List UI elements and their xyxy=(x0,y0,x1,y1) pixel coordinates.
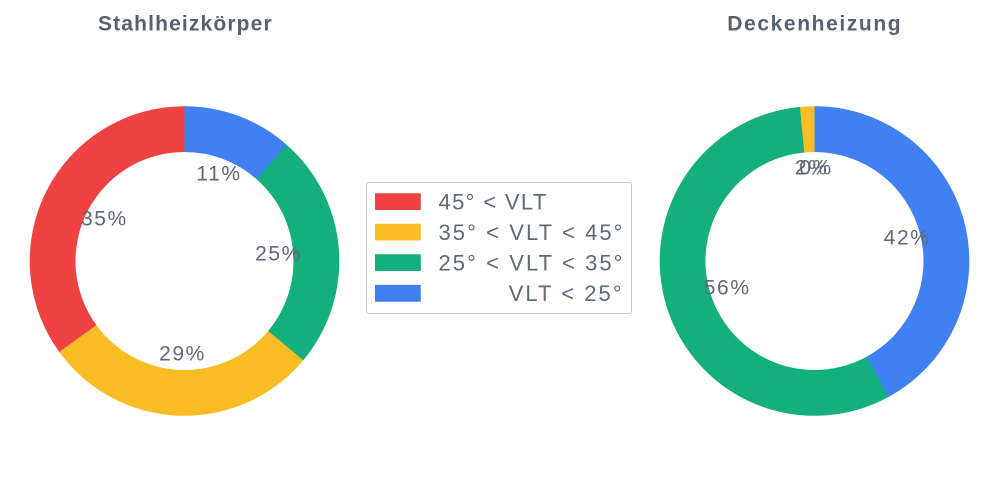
svg-text:0%: 0% xyxy=(799,157,833,180)
svg-text:35° < VLT < 45°: 35° < VLT < 45° xyxy=(439,220,625,245)
svg-text:42%: 42% xyxy=(884,227,931,250)
svg-text:11%: 11% xyxy=(196,163,241,186)
svg-text:29%: 29% xyxy=(159,342,206,365)
svg-text:45° < VLT: 45° < VLT xyxy=(439,190,548,215)
svg-text:35%: 35% xyxy=(81,207,128,230)
svg-text:VLT < 25°: VLT < 25° xyxy=(509,281,624,306)
svg-text:56%: 56% xyxy=(704,277,751,300)
svg-text:25%: 25% xyxy=(255,242,302,265)
svg-text:2%: 2% xyxy=(795,157,829,180)
svg-text:25° < VLT < 35°: 25° < VLT < 35° xyxy=(439,251,625,276)
svg-text:Deckenheizung: Deckenheizung xyxy=(727,12,902,35)
svg-text:Stahlheizkörper: Stahlheizkörper xyxy=(98,12,273,35)
